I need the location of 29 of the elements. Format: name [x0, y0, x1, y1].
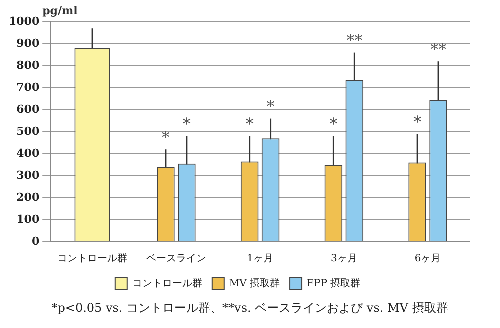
y-tick-label: 400 [16, 146, 40, 160]
y-tick-label: 300 [16, 168, 40, 182]
annotation: ** [430, 40, 447, 59]
x-tick-label: 6ヶ月 [414, 254, 442, 265]
annotation: * [330, 114, 338, 134]
y-tick-label: 1000 [8, 14, 40, 28]
y-tick-label: 700 [16, 80, 40, 94]
text: *p<0.05 vs. コントロール群、**vs. ベースラインおよび vs. MV 摂取群 [50, 300, 450, 316]
annotation: * [414, 112, 422, 132]
x-tick-label: 3ヶ月 [330, 254, 358, 265]
legend-label: コントロール群 [132, 278, 202, 290]
legend-label: FPP 摂取群 [307, 278, 361, 290]
annotation: * [266, 96, 275, 116]
annotation: * [246, 114, 254, 134]
legend-label: MV 摂取群 [229, 278, 280, 290]
y-tick-label: 900 [16, 36, 40, 50]
y-tick-label: 200 [16, 190, 40, 204]
y-tick-label: 0 [32, 234, 40, 248]
y-tick-label: 600 [16, 102, 40, 116]
y-tick-label: 500 [16, 124, 40, 138]
y-tick-label: 800 [16, 58, 40, 72]
annotation: ** [346, 30, 363, 50]
y-axis-title: pg/ml [42, 4, 78, 18]
x-tick-label: ベースライン [146, 254, 206, 265]
x-tick-label: コントロール群 [58, 252, 128, 265]
annotation: * [182, 114, 191, 134]
y-tick-label: 100 [16, 212, 40, 226]
x-tick-label: 1ヶ月 [247, 254, 274, 265]
annotation: * [162, 128, 170, 147]
